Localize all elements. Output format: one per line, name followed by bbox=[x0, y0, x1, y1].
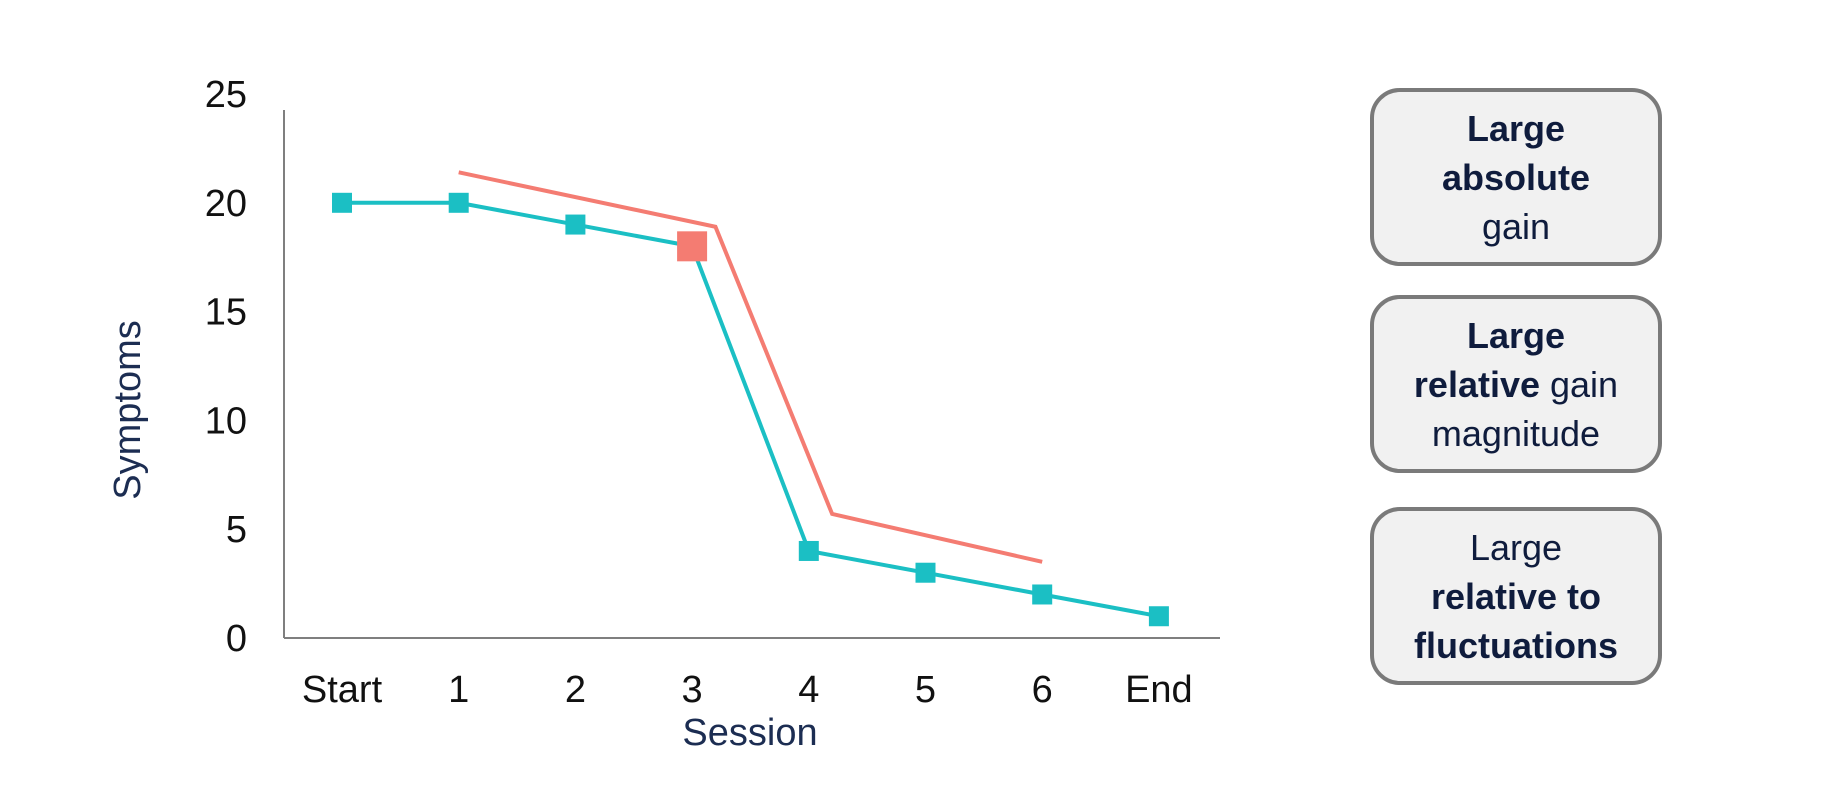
x-tick-label: 1 bbox=[448, 669, 469, 711]
y-tick-label: 10 bbox=[205, 400, 247, 442]
y-tick-label: 0 bbox=[226, 618, 247, 660]
y-tick-label: 25 bbox=[205, 74, 247, 116]
y-tick-label: 20 bbox=[205, 183, 247, 225]
series-line bbox=[342, 200, 1160, 619]
data-point bbox=[1148, 606, 1169, 627]
data-point bbox=[915, 562, 936, 583]
callout-3-line-2: relative to bbox=[1430, 575, 1602, 617]
series-layer bbox=[332, 192, 1169, 627]
x-tick-label: 3 bbox=[682, 669, 703, 711]
tick-labels: 0 5 10 15 20 25 Start 1 2 3 4 5 6 End bbox=[205, 74, 1193, 711]
callout-relative-gain: Large relative gain magnitude bbox=[1370, 295, 1662, 473]
data-point bbox=[1032, 584, 1053, 605]
annotation-layer bbox=[458, 170, 1043, 564]
callout-fluctuations: Large relative to fluctuations bbox=[1370, 507, 1662, 685]
callout-2-line-3: magnitude bbox=[1431, 412, 1601, 454]
highlighted-data-point bbox=[677, 231, 708, 262]
callout-1-line-1: Large bbox=[1466, 107, 1566, 149]
y-tick-label: 15 bbox=[205, 292, 247, 334]
x-tick-label: 5 bbox=[915, 669, 936, 711]
callout-1-line-3: gain bbox=[1481, 205, 1551, 247]
x-tick-label: End bbox=[1125, 669, 1193, 711]
axes bbox=[283, 110, 1220, 639]
callout-2-line-2-rest: gain bbox=[1540, 363, 1619, 405]
callout-absolute-gain: Large absolute gain bbox=[1370, 88, 1662, 266]
y-axis-title: Symptoms bbox=[107, 320, 149, 499]
x-tick-label: Start bbox=[302, 669, 383, 711]
callout-2-line-1: Large bbox=[1466, 314, 1566, 356]
annotation-line bbox=[458, 170, 1043, 564]
callout-3-line-1: Large bbox=[1469, 526, 1563, 568]
data-point bbox=[798, 540, 819, 561]
x-tick-label: 6 bbox=[1032, 669, 1053, 711]
data-point bbox=[565, 214, 586, 235]
x-axis-title: Session bbox=[682, 712, 817, 754]
callout-1-line-2: absolute bbox=[1441, 156, 1591, 198]
y-tick-label: 5 bbox=[226, 509, 247, 551]
data-point bbox=[448, 192, 469, 213]
data-point bbox=[332, 192, 352, 213]
callout-2-line-2-bold: relative bbox=[1413, 363, 1540, 405]
x-tick-label: 4 bbox=[798, 669, 819, 711]
x-tick-label: 2 bbox=[565, 669, 586, 711]
callout-3-line-3: fluctuations bbox=[1414, 624, 1618, 666]
